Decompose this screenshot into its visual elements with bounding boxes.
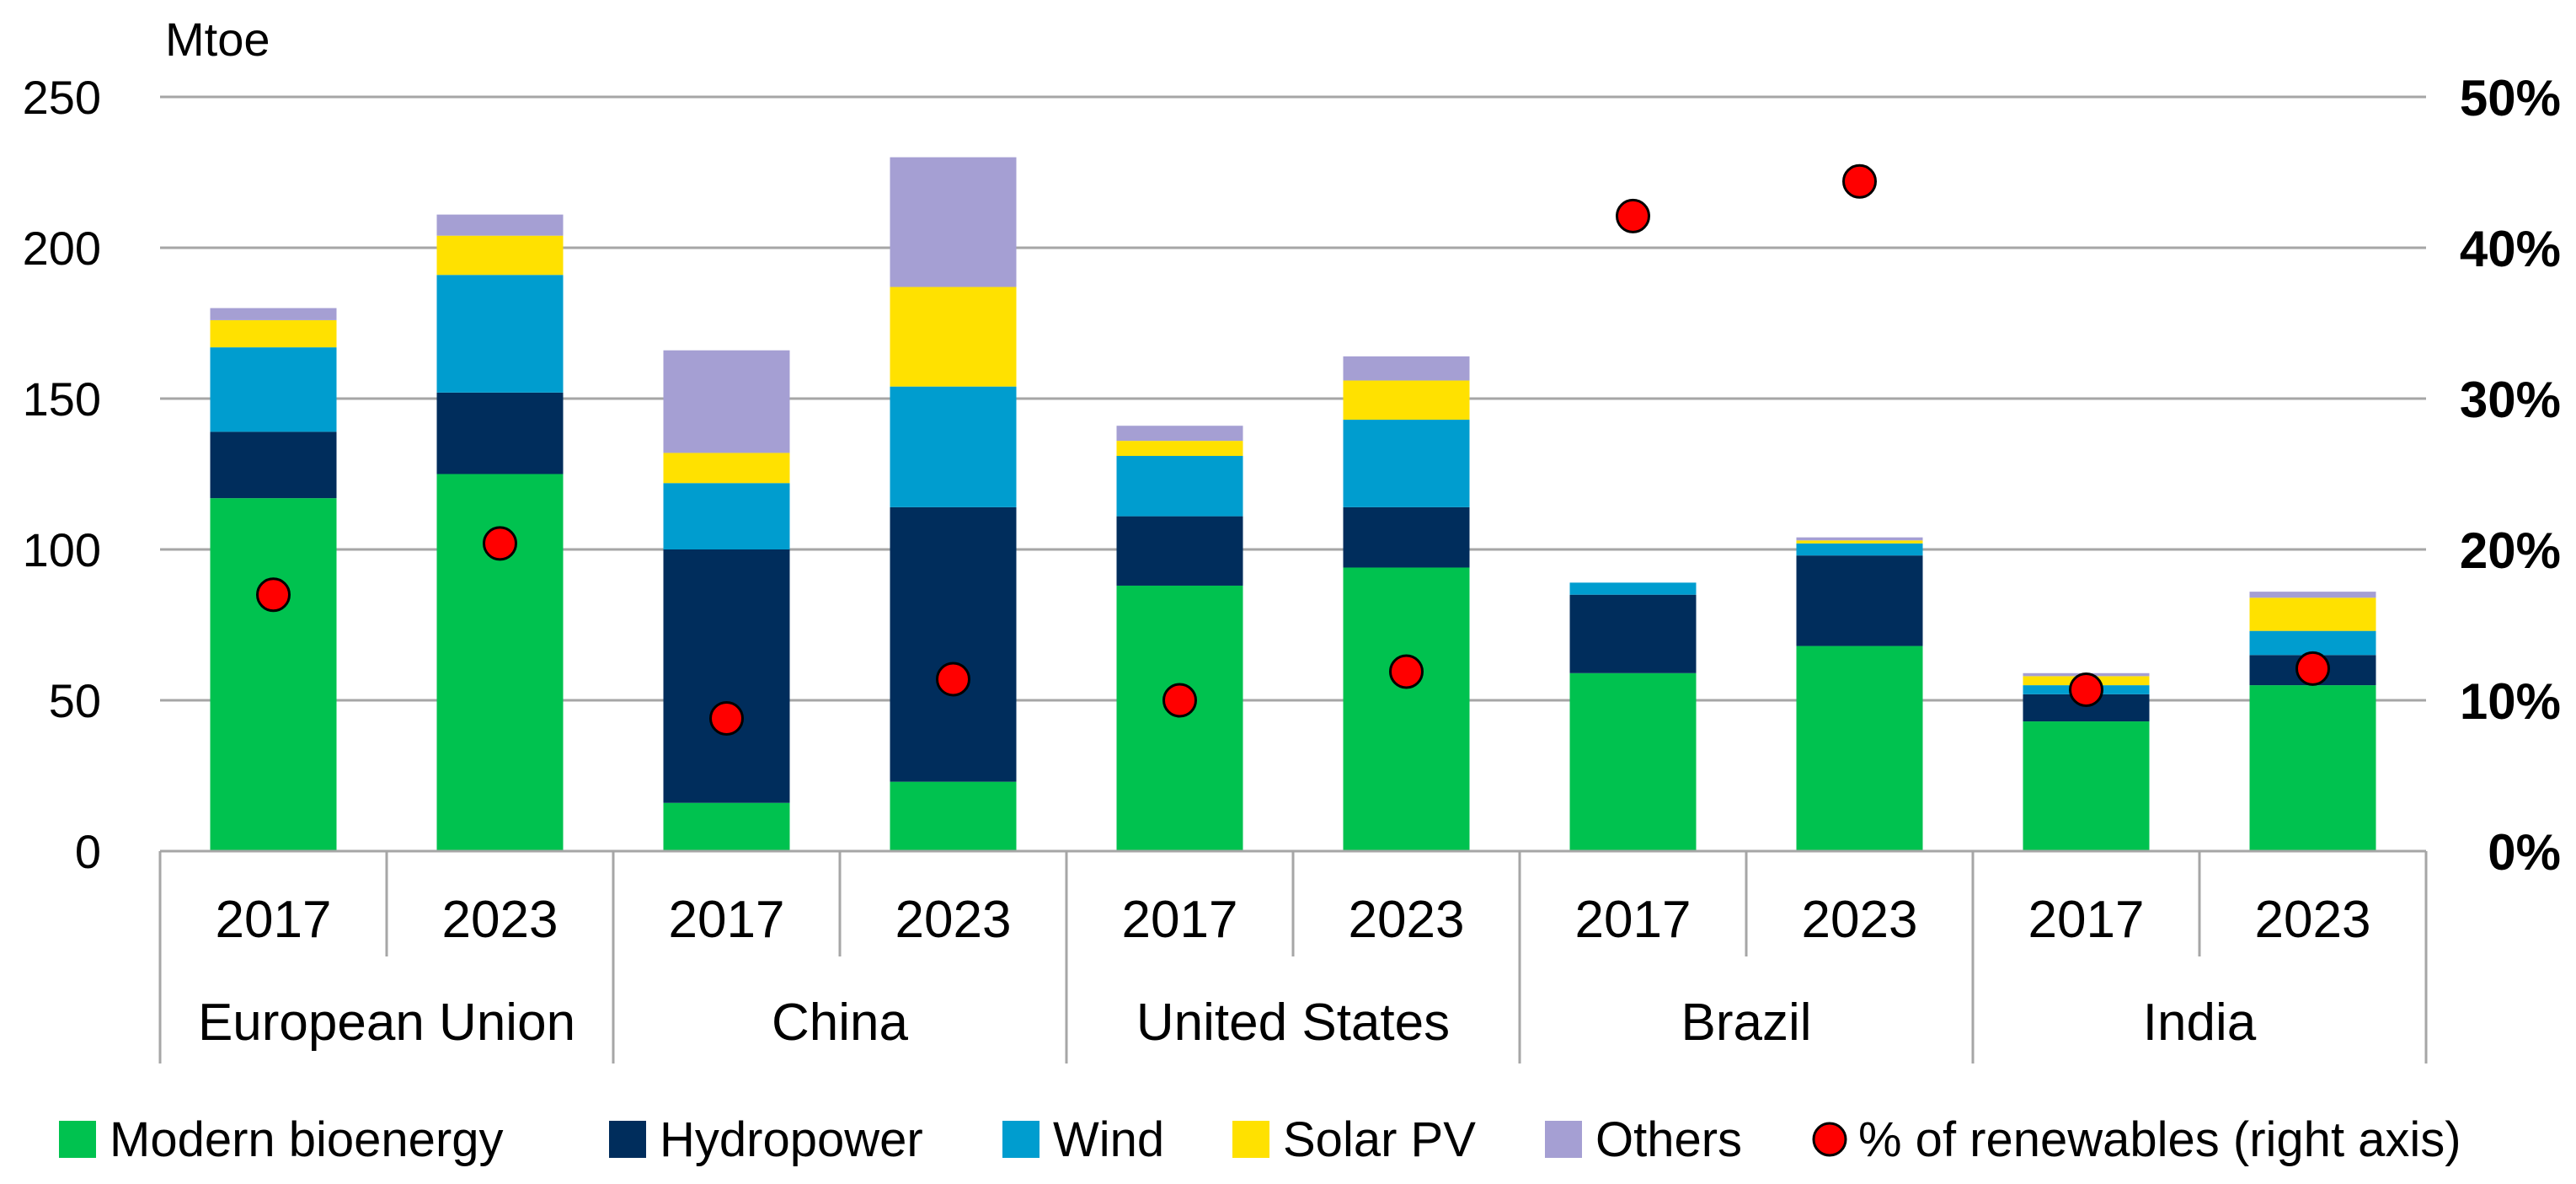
bar-segment-hydropower (1569, 594, 1697, 673)
bar-segment-others (2249, 592, 2376, 598)
bar-segment-solar-pv (663, 453, 790, 484)
x-year-label: 2023 (1802, 891, 1918, 949)
axes: 0 50 100 150 200 250 0% 10% 20% 30% 40% 50% 2017 2023… (23, 70, 2561, 1063)
x-group-label: China (772, 994, 909, 1052)
x-year-label: 2023 (1349, 891, 1465, 949)
bar-segment-hydropower (1343, 506, 1470, 568)
bar-segment-modern-bioenergy (2249, 685, 2376, 851)
legend-swatch (59, 1121, 96, 1158)
bar-segment-modern-bioenergy (1796, 646, 1923, 851)
bar-segment-others (663, 350, 790, 453)
y-right-tick-label: 0% (2488, 824, 2561, 881)
bar-segment-hydropower (663, 549, 790, 803)
y-right-tick-label: 30% (2460, 372, 2561, 428)
y-left-tick-label: 150 (23, 372, 101, 426)
bar-segment-solar-pv (890, 287, 1017, 387)
bar-segment-hydropower (890, 506, 1017, 782)
legend-swatch (1232, 1121, 1269, 1158)
x-group-label: Brazil (1681, 994, 1811, 1052)
renewables-share-marker (1389, 654, 1424, 689)
x-year-label: 2017 (1122, 891, 1238, 949)
renewables-share-marker (1616, 198, 1650, 233)
renewables-share-marker (2069, 672, 2103, 707)
y-right-tick-label: 50% (2460, 70, 2561, 126)
renewables-share-marker (1162, 683, 1197, 718)
bar-segment-others (1343, 356, 1470, 381)
renewables-share-marker (709, 700, 744, 736)
legend-swatch (1002, 1121, 1039, 1158)
bar-segment-hydropower (210, 431, 337, 499)
legend-marker (1812, 1122, 1847, 1157)
renewables-share-markers (256, 163, 2330, 736)
legend-label: Modern bioenergy (110, 1112, 504, 1167)
bar-segment-hydropower (1116, 516, 1243, 586)
bars (210, 157, 2376, 851)
y-left-tick-label: 200 (23, 222, 101, 275)
legend: Modern bioenergy Hydropower Wind Solar PV Ot… (59, 1112, 2461, 1167)
bar-segment-hydropower (1796, 555, 1923, 646)
legend-label: % of renewables (right axis) (1858, 1112, 2461, 1167)
bar-segment-wind (1116, 456, 1243, 517)
bar-segment-wind (1796, 543, 1923, 556)
bar-segment-modern-bioenergy (210, 498, 337, 851)
bar-segment-modern-bioenergy (1343, 567, 1470, 851)
renewables-share-marker (1842, 163, 1877, 199)
legend-swatch (609, 1121, 646, 1158)
legend-label: Wind (1053, 1112, 1164, 1167)
x-year-label: 2023 (442, 891, 558, 949)
bar-segment-wind (210, 347, 337, 432)
bar-segment-wind (1569, 582, 1697, 595)
bar-segment-others (210, 308, 337, 320)
x-year-label: 2023 (2255, 891, 2371, 949)
y-right-tick-label: 40% (2460, 221, 2561, 277)
y-left-tick-label: 100 (23, 523, 101, 576)
renewables-share-marker (936, 662, 970, 697)
bar-segment-solar-pv (1116, 441, 1243, 457)
bar-segment-wind (890, 386, 1017, 507)
y-right-tick-label: 20% (2460, 522, 2561, 579)
bar-segment-others (890, 157, 1017, 287)
x-group-label: United States (1136, 994, 1450, 1052)
bar-segment-wind (2249, 630, 2376, 656)
bar-segment-solar-pv (1343, 380, 1470, 421)
y-left-tick-label: 50 (49, 674, 101, 727)
x-year-label: 2017 (216, 891, 332, 949)
bar-segment-solar-pv (436, 235, 564, 276)
renewables-share-marker (483, 526, 517, 561)
bar-segment-solar-pv (1796, 540, 1923, 544)
y-left-tick-label: 0 (75, 825, 101, 878)
bar-segment-others (1796, 537, 1923, 541)
bar-segment-modern-bioenergy (2023, 721, 2150, 851)
x-year-label: 2017 (2028, 891, 2145, 949)
bar-segment-modern-bioenergy (1569, 672, 1697, 851)
legend-swatch (1545, 1121, 1582, 1158)
renewables-share-marker (256, 577, 291, 613)
y-unit-label: Mtoe (165, 13, 270, 66)
legend-label: Solar PV (1283, 1112, 1476, 1167)
bar-segment-modern-bioenergy (663, 802, 790, 851)
bar-segment-others (436, 214, 564, 236)
legend-label: Others (1595, 1112, 1742, 1167)
bar-segment-solar-pv (210, 319, 337, 348)
bar-segment-modern-bioenergy (1116, 585, 1243, 851)
bar-segment-modern-bioenergy (890, 781, 1017, 851)
y-right-tick-label: 10% (2460, 673, 2561, 730)
x-year-label: 2017 (1575, 891, 1692, 949)
x-group-label: European Union (198, 994, 575, 1052)
bar-segment-wind (1343, 420, 1470, 507)
x-group-label: India (2143, 994, 2257, 1052)
bar-segment-wind (436, 275, 564, 393)
renewables-share-marker (2295, 651, 2330, 686)
bar-segment-solar-pv (2249, 597, 2376, 631)
bar-segment-wind (663, 483, 790, 549)
legend-label: Hydropower (660, 1112, 923, 1167)
x-year-label: 2017 (669, 891, 785, 949)
y-left-tick-label: 250 (23, 71, 101, 124)
bar-segment-hydropower (436, 392, 564, 474)
x-year-label: 2023 (895, 891, 1012, 949)
bar-segment-others (1116, 426, 1243, 442)
